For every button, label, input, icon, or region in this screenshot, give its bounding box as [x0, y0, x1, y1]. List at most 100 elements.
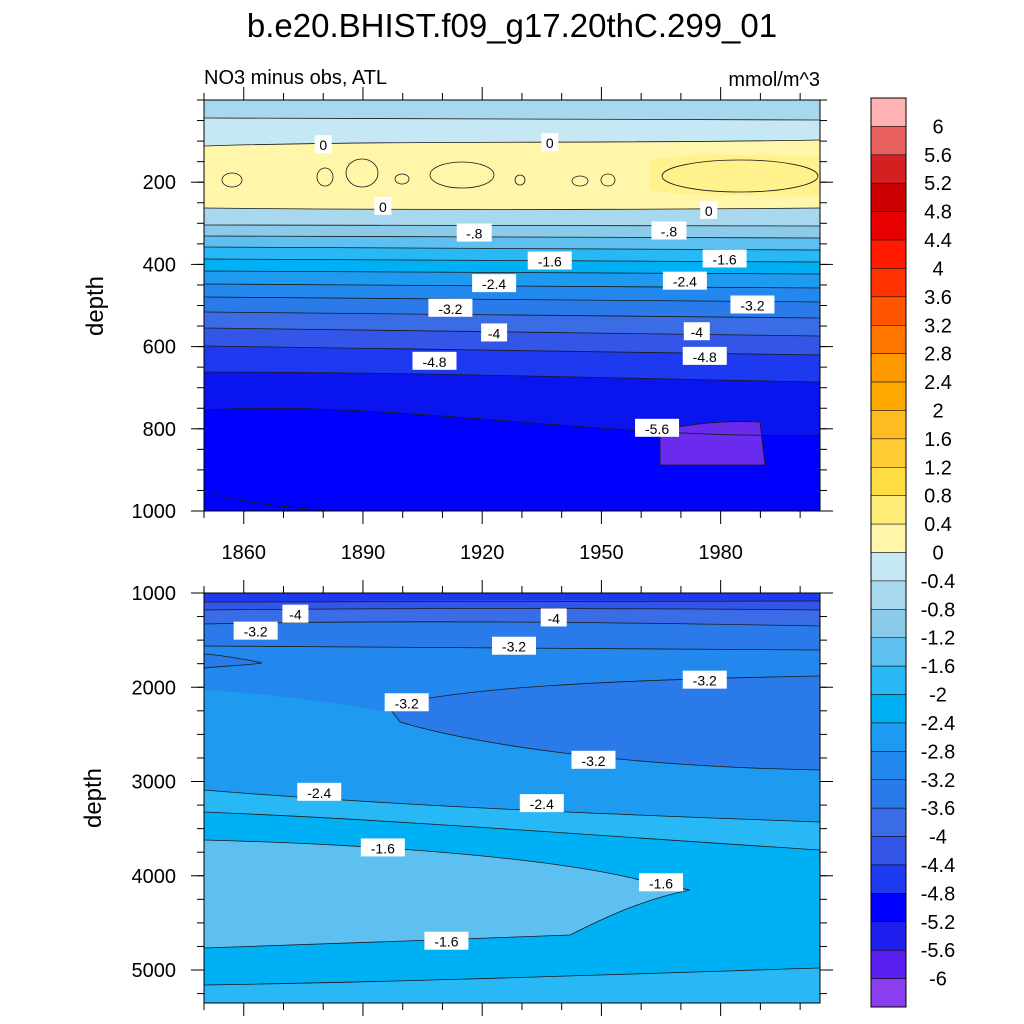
- colorbar-swatch: [870, 268, 907, 298]
- contour-label: -1.6: [639, 873, 684, 892]
- colorbar-label: -6: [929, 969, 947, 991]
- contour-label: -4: [481, 323, 508, 342]
- contour-line: [204, 235, 820, 239]
- subtitle-right: mmol/m^3: [728, 69, 820, 91]
- colorbar-label: -4: [929, 827, 947, 849]
- colorbar-swatch: [870, 552, 907, 582]
- contour-label-box: [360, 838, 405, 857]
- colorbar-swatch: [870, 495, 907, 525]
- contour-label-text: -3.2: [740, 298, 764, 314]
- contour-label-text: -2.4: [307, 785, 331, 801]
- contour-label-box: [651, 221, 687, 240]
- chart-title: b.e20.BHIST.f09_g17.20thC.299_01: [247, 7, 777, 44]
- contour-label: -1.6: [527, 251, 572, 270]
- contour-label-text: -4.8: [422, 354, 446, 370]
- contour-label: -4.8: [412, 351, 457, 370]
- contour-line: [394, 173, 410, 185]
- colorbar-swatch: [870, 864, 907, 894]
- upper-axes: 1860 1890 1920 1950 1980 200 400 600 800 1000: [132, 87, 833, 564]
- colorbar-swatch: [870, 722, 907, 752]
- colorbar-label: -2.8: [921, 741, 955, 763]
- colorbar-swatch: [870, 325, 907, 354]
- lower-frame: [203, 592, 821, 1004]
- contour-line: [204, 407, 820, 436]
- contour-label-box: [297, 782, 342, 801]
- contour-label: -2.4: [297, 782, 342, 801]
- colorbar-label: 1.2: [924, 457, 952, 479]
- colorbar-swatch: [870, 126, 907, 156]
- contour-label: 0: [700, 200, 718, 219]
- contour-line: [221, 172, 243, 188]
- colorbar-swatch: [870, 97, 907, 127]
- contour-line: [316, 167, 334, 187]
- contour-label: -2.4: [472, 274, 517, 293]
- y-tick-label: 1000: [132, 501, 177, 523]
- contour-line: [514, 174, 526, 186]
- contour-label-text: -.8: [661, 224, 678, 240]
- x-tick-label: 1920: [460, 542, 505, 564]
- contour-label-text: -3.2: [693, 673, 717, 689]
- contour-line: [204, 967, 820, 986]
- x-tick-label: 1890: [341, 542, 386, 564]
- contour-label-box: [282, 604, 309, 623]
- colorbar-label: 2: [932, 400, 943, 422]
- contour-label-box: [683, 322, 710, 341]
- colorbar-swatch: [870, 949, 907, 979]
- y-tick-label: 800: [143, 419, 176, 441]
- contour-label-box: [682, 670, 727, 689]
- y-tick-label: 2000: [132, 677, 177, 699]
- contour-label: -3.2: [491, 636, 536, 655]
- colorbar-label: 0.8: [924, 486, 952, 508]
- contour-label-text: -1.6: [538, 254, 562, 270]
- contour-label: -2.4: [519, 794, 564, 813]
- contour-label-box: [541, 133, 559, 152]
- contour-label-box: [428, 298, 473, 317]
- contour-line: [204, 139, 820, 147]
- contour-line: [204, 207, 820, 210]
- colorbar-swatch: [870, 239, 907, 269]
- upper-contour-fill: [204, 100, 820, 511]
- colorbar-label: 4.4: [924, 230, 952, 252]
- x-tick-label: 1980: [698, 542, 743, 564]
- band: [204, 100, 820, 120]
- contour-line: [204, 224, 820, 227]
- contour-label-box: [412, 351, 457, 370]
- contour-line: [204, 811, 820, 851]
- contour-label-box: [472, 274, 517, 293]
- contour-label: -.8: [456, 223, 492, 242]
- subtitle-left: NO3 minus obs, ATL: [204, 67, 387, 89]
- contour-label: -5.6: [635, 418, 680, 437]
- contour-label-box: [384, 693, 429, 712]
- colorbar-swatch: [870, 665, 907, 695]
- contour-label-box: [481, 323, 508, 342]
- contour-label-text: -4: [691, 324, 704, 340]
- contour-label-text: -1.6: [649, 875, 673, 891]
- contour-label-text: -.8: [466, 226, 483, 242]
- contour-label-box: [662, 271, 707, 290]
- contour-label: -4: [540, 608, 567, 627]
- colorbar-label: 6: [932, 116, 943, 138]
- band: [390, 676, 820, 770]
- colorbar-swatch: [870, 978, 907, 1008]
- colorbar-swatch: [870, 211, 907, 241]
- colorbar-swatch: [870, 182, 907, 212]
- contour-label-box: [314, 135, 332, 154]
- x-tick-label: 1860: [221, 542, 266, 564]
- contour-label-text: -4: [488, 325, 501, 341]
- colorbar-swatch: [870, 836, 907, 866]
- contour-label-text: -3.2: [438, 301, 462, 317]
- contour-line: [345, 158, 379, 188]
- contour-line: [204, 311, 820, 319]
- colorbar-swatch: [870, 779, 907, 809]
- colorbar-swatch: [870, 467, 907, 496]
- y-tick-label: 400: [143, 254, 176, 276]
- lower-panel: -4 -4 -3.2 -3.2 -3.2 -3.2 -3.2 -2.4 -2.4 -1.6 -1.6…: [80, 580, 833, 1016]
- colorbar-label: -0.4: [921, 571, 955, 593]
- contour-label-box: [519, 794, 564, 813]
- y-tick-label: 3000: [132, 772, 177, 794]
- contour-label-box: [374, 196, 392, 215]
- colorbar-swatch: [870, 154, 907, 184]
- colorbar-label: 5.6: [924, 145, 952, 167]
- colorbar-swatch: [870, 580, 907, 610]
